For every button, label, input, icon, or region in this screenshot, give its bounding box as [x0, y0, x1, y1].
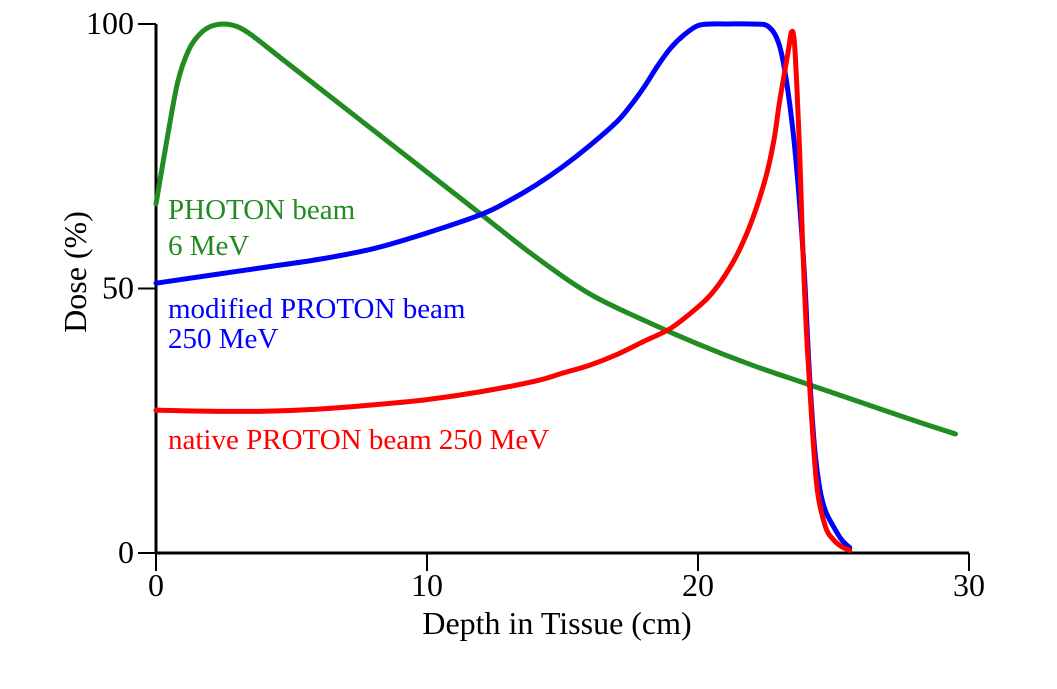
y-ticks: 0 50 100 [86, 5, 156, 570]
y-tick-label-100: 100 [86, 5, 134, 41]
x-tick-label-0: 0 [148, 567, 164, 603]
modified-proton-label-line-1: modified PROTON beam [168, 293, 466, 325]
x-ticks: 0 10 20 30 [148, 553, 985, 603]
modified-proton-label-line-2: 250 MeV [168, 323, 278, 355]
x-axis-title: Depth in Tissue (cm) [422, 605, 691, 641]
x-tick-label-20: 20 [682, 567, 714, 603]
native-proton-beam-line [153, 28, 853, 553]
y-axis-title: Dose (%) [57, 211, 93, 333]
y-tick-label-50: 50 [102, 270, 134, 306]
photon-beam-line [153, 21, 958, 437]
x-tick-label-30: 30 [953, 567, 985, 603]
photon-label-line-1: PHOTON beam [168, 194, 356, 226]
series-lines [153, 21, 958, 553]
native-proton-label: native PROTON beam 250 MeV [168, 424, 549, 456]
x-tick-label-10: 10 [411, 567, 443, 603]
y-tick-label-0: 0 [118, 534, 134, 570]
photon-label-line-2: 6 MeV [168, 230, 249, 262]
modified-proton-beam-line [153, 21, 853, 551]
